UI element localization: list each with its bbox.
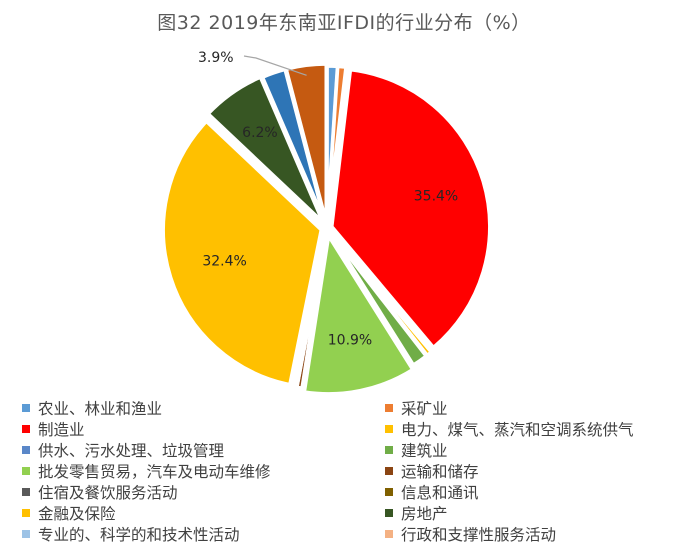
legend-item: 信息和通讯 [385, 482, 682, 502]
legend-label: 专业的、科学的和技术性活动 [38, 526, 240, 544]
legend-item: 农业、林业和渔业 [22, 398, 385, 418]
legend-item: 制造业 [22, 419, 385, 439]
legend-swatch [385, 488, 393, 496]
pie-slice [327, 229, 428, 367]
legend-item: 建筑业 [385, 440, 682, 460]
legend-label: 供水、污水处理、垃圾管理 [38, 442, 225, 460]
data-label: 6.2% [242, 125, 278, 141]
legend-swatch [385, 404, 393, 412]
legend-label: 运输和储存 [401, 463, 479, 481]
legend-label: 信息和通讯 [401, 484, 479, 502]
legend-label: 建筑业 [401, 442, 448, 460]
legend-item: 电力、煤气、蒸汽和空调系统供气 [385, 419, 682, 439]
legend-swatch [22, 425, 30, 433]
legend-swatch [22, 467, 30, 475]
legend-item: 供水、污水处理、垃圾管理 [22, 440, 385, 460]
pie-slice [330, 67, 492, 350]
legend-swatch [385, 509, 393, 517]
legend-swatch [22, 446, 30, 454]
legend: 农业、林业和渔业 采矿业制造业 电力、煤气、蒸汽和空调系统供气供水、污水处理、垃圾管… [22, 398, 682, 544]
legend-label: 电力、煤气、蒸汽和空调系统供气 [401, 421, 634, 439]
legend-label: 行政和支撑性服务活动 [401, 526, 557, 544]
legend-swatch [22, 404, 30, 412]
data-label: 35.4% [414, 188, 458, 204]
pie-slice [293, 230, 328, 389]
legend-item: 专业的、科学的和技术性活动 [22, 524, 385, 544]
pie-slice [325, 64, 348, 226]
legend-label: 房地产 [401, 505, 448, 523]
legend-swatch [385, 425, 393, 433]
chart-title: 图32 2019年东南亚IFDI的行业分布（%） [157, 12, 531, 34]
data-label: 10.9% [328, 332, 372, 348]
legend-label: 金融及保险 [38, 505, 116, 523]
leader-line [243, 55, 307, 76]
legend-item: 住宿及餐饮服务活动 [22, 482, 385, 502]
legend-swatch [22, 509, 30, 517]
legend-label: 批发零售贸易，汽车及电动车维修 [38, 463, 271, 481]
legend-swatch [22, 488, 30, 496]
legend-item: 房地产 [385, 503, 682, 523]
legend-item: 批发零售贸易，汽车及电动车维修 [22, 461, 385, 481]
legend-swatch [385, 530, 393, 538]
legend-label: 制造业 [38, 421, 85, 439]
legend-swatch [385, 446, 393, 454]
pie-chart: 35.4% 10.9% 32.4% 6.2% 3.9% [161, 50, 492, 396]
data-label: 32.4% [202, 253, 246, 269]
data-label: 3.9% [198, 50, 234, 66]
legend-label: 住宿及餐饮服务活动 [38, 484, 178, 502]
legend-item: 金融及保险 [22, 503, 385, 523]
pie-slice [302, 234, 415, 396]
legend-label: 农业、林业和渔业 [38, 400, 163, 418]
pie-slice [161, 119, 324, 387]
legend-item: 运输和储存 [385, 461, 682, 481]
legend-item: 行政和支撑性服务活动 [385, 524, 682, 544]
pie-slice [206, 75, 325, 225]
legend-label: 采矿业 [401, 400, 448, 418]
legend-swatch [22, 530, 30, 538]
legend-item: 采矿业 [385, 398, 682, 418]
legend-swatch [385, 467, 393, 475]
pie-slice [284, 62, 328, 224]
